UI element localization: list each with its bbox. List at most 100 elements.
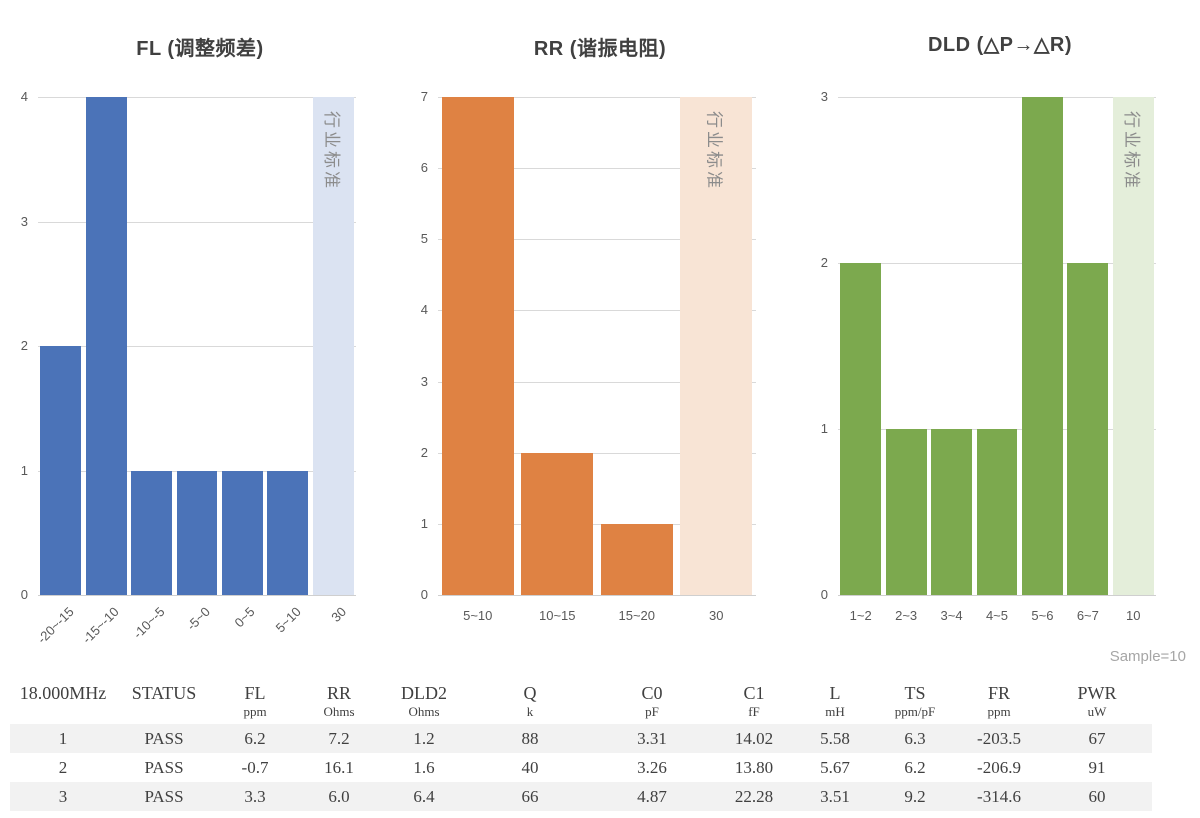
- bar: [131, 470, 172, 595]
- standard-bar-label: 行业标准: [321, 111, 341, 191]
- gridline-y2: [38, 346, 356, 347]
- unit-cell: [10, 704, 116, 724]
- value-cell: 3.51: [820, 786, 850, 806]
- bar: [40, 346, 82, 595]
- gridline-y4: [438, 310, 756, 312]
- bar: [1067, 263, 1109, 595]
- gridline-y3: [38, 221, 356, 223]
- standard-bar: 行业标准: [1112, 97, 1154, 595]
- unit-cell: fF: [748, 704, 760, 719]
- status-cell: PASS: [144, 757, 184, 777]
- gridline-y1: [438, 523, 756, 525]
- unit-cell: Ohms: [323, 704, 355, 719]
- unit-cell: uW: [1087, 704, 1107, 719]
- column-header-cell: RR: [326, 683, 351, 703]
- table-body: 1 PASS 6.2 7.2 1.2 88 3.31 14.02 5.58 6.3 -203.5 67…: [10, 724, 1152, 811]
- x-tick-label: 30: [709, 608, 724, 623]
- standard-bar-label: 行业标准: [1121, 111, 1141, 191]
- bar: [600, 523, 673, 595]
- bar: [176, 470, 218, 595]
- unit-cell: mH: [825, 704, 845, 719]
- value-cell: 1.2: [413, 728, 435, 748]
- y-tick-label: 4: [420, 302, 428, 318]
- bar: [441, 97, 514, 595]
- frequency-header-cell: 18.000MHz: [19, 683, 107, 703]
- value-cell: 3.26: [637, 757, 667, 777]
- x-tick-label-text: -20~-15: [33, 604, 77, 647]
- x-tick-label-text: 0~5: [231, 604, 259, 631]
- value-cell: 67: [1088, 728, 1106, 748]
- unit-cell: Ohms: [408, 704, 440, 719]
- y-tick-label: 2: [20, 338, 28, 353]
- x-tick-label: 5~10: [463, 608, 493, 623]
- value-cell: 22.28: [734, 786, 774, 806]
- chart-rr-panel: RR (谐振电阻) 0 1 2 3 4 5 6 7 5~10 10~15 15~20 行业标准 30: [400, 0, 800, 660]
- column-header-cell: DLD2: [401, 683, 447, 703]
- measurement-table: 18.000MHz STATUS FL RR DLD2 Q C0 C1 L TS FR PWR ppm O…: [10, 676, 1152, 811]
- y-tick-label: 1: [820, 421, 828, 436]
- bar: [85, 97, 127, 595]
- value-cell: 91: [1088, 757, 1106, 777]
- x-tick-label-text: -15~-10: [79, 604, 122, 647]
- gridline-y4: [38, 97, 356, 98]
- status-cell: PASS: [144, 728, 184, 748]
- value-cell: -203.5: [977, 728, 1021, 748]
- value-cell: 6.4: [413, 786, 435, 806]
- gridline-y6: [438, 168, 756, 170]
- y-tick-label: 0: [20, 587, 28, 602]
- y-tick-label: 0: [820, 587, 828, 602]
- value-cell: 1.6: [413, 757, 435, 777]
- gridline-y7: [438, 97, 756, 98]
- value-cell: 5.67: [820, 757, 850, 777]
- x-tick-label: 6~7: [1076, 608, 1099, 623]
- column-header-cell: L: [829, 683, 841, 703]
- x-tick-label-text: 5~10: [272, 604, 304, 636]
- bar: [1021, 97, 1063, 595]
- value-cell: 88: [521, 728, 539, 748]
- column-header-cell: C0: [641, 683, 663, 703]
- x-tick-label: 2~3: [895, 608, 918, 623]
- sample-count-label: Sample=10: [1109, 648, 1186, 665]
- standard-bar-label: 行业标准: [704, 111, 724, 191]
- x-tick-label: 10: [1126, 608, 1141, 623]
- gridline-y0: [38, 595, 356, 596]
- x-tick-label: 5~6: [1031, 608, 1054, 623]
- value-cell: -0.7: [241, 757, 269, 777]
- value-cell: 40: [521, 757, 539, 777]
- column-header-cell: TS: [904, 683, 926, 703]
- table-header-row: 18.000MHz STATUS FL RR DLD2 Q C0 C1 L TS FR PWR: [10, 676, 1152, 704]
- value-cell: 7.2: [328, 728, 350, 748]
- unit-cell: ppm: [243, 704, 267, 719]
- x-tick-label: 15~20: [618, 608, 655, 623]
- unit-cell: pF: [645, 704, 659, 719]
- x-tick-label: 1~2: [849, 608, 872, 623]
- y-tick-label: 1: [420, 515, 428, 531]
- value-cell: 6.3: [904, 728, 926, 748]
- column-header-cell: STATUS: [131, 683, 197, 703]
- standard-bar: 行业标准: [312, 97, 354, 595]
- column-header-cell: PWR: [1077, 683, 1117, 703]
- value-cell: 6.2: [244, 728, 266, 748]
- table-row: 2 PASS -0.7 16.1 1.6 40 3.26 13.80 5.67 6.2 -206.9…: [10, 753, 1152, 782]
- value-cell: 4.87: [637, 786, 667, 806]
- row-index-cell: 3: [58, 786, 68, 806]
- value-cell: 14.02: [734, 728, 774, 748]
- y-tick-label: 7: [420, 89, 428, 104]
- x-tick-label-text: -10~-5: [129, 604, 168, 642]
- column-header-cell: C1: [743, 683, 765, 703]
- unit-cell: k: [526, 704, 534, 719]
- y-tick-label: 1: [20, 462, 28, 478]
- gridline-y3: [438, 381, 756, 383]
- gridline-y5: [438, 239, 756, 241]
- chart-dld-title: DLD (△P→△R): [927, 34, 1073, 56]
- bar: [931, 429, 972, 595]
- bar: [267, 470, 309, 595]
- chart-fl-title: FL (调整频差): [136, 38, 264, 60]
- status-cell: PASS: [144, 786, 184, 806]
- column-header-cell: Q: [523, 683, 537, 703]
- value-cell: -314.6: [977, 786, 1021, 806]
- y-tick-label: 6: [420, 160, 428, 176]
- value-cell: 9.2: [904, 786, 926, 806]
- y-tick-label: 4: [20, 89, 28, 104]
- value-cell: 3.3: [244, 786, 266, 806]
